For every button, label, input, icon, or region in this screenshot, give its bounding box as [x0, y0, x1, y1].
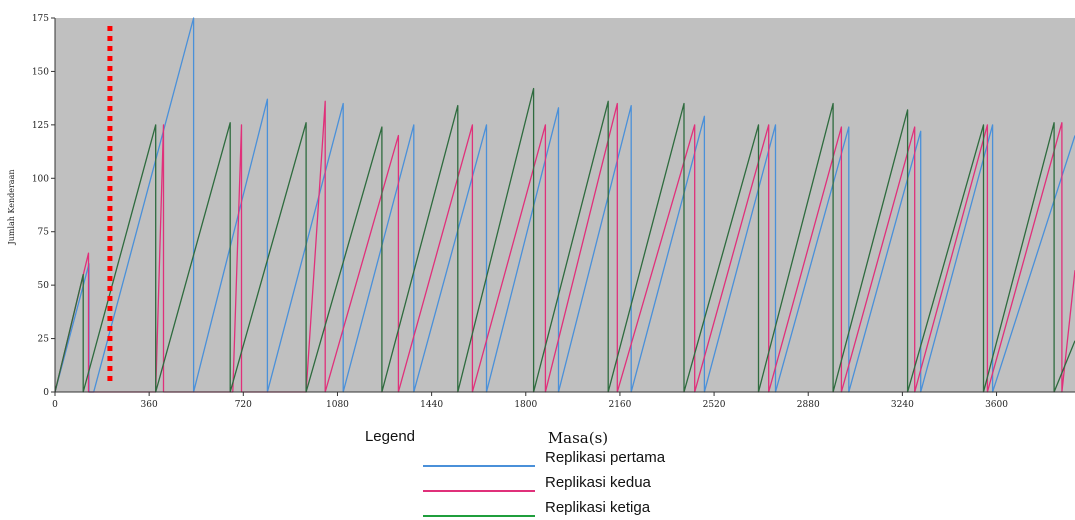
- x-tick-label: 2160: [608, 400, 631, 410]
- x-tick-label: 360: [141, 400, 158, 410]
- x-tick-label: 2520: [703, 400, 726, 410]
- x-tick-label: 0: [52, 400, 58, 410]
- series-line-3: [54, 87, 1075, 393]
- legend: Replikasi pertama Replikasi kedua Replikas…: [423, 449, 666, 517]
- y-tick-label: 75: [38, 228, 50, 238]
- legend-title: Legend: [365, 428, 415, 445]
- x-axis-label: Masa(s): [548, 429, 608, 447]
- x-tick-label: 1440: [420, 400, 443, 410]
- legend-label-1: Replikasi pertama: [545, 449, 666, 466]
- series-line-1: [54, 17, 1075, 393]
- legend-label-2: Replikasi kedua: [545, 474, 652, 491]
- y-tick-label: 100: [32, 174, 49, 184]
- y-axis-label: Jumlah Kenderaan: [7, 170, 16, 246]
- x-tick-label: 720: [235, 400, 252, 410]
- y-tick-layer: 0 25 50 75 100 125 150 175: [32, 14, 55, 398]
- x-tick-label: 3240: [891, 400, 914, 410]
- x-tick-label: 1800: [514, 400, 537, 410]
- x-tick-label: 2880: [797, 400, 820, 410]
- x-tick-label: 1080: [326, 400, 349, 410]
- y-tick-label: 0: [43, 388, 49, 398]
- y-tick-label: 125: [32, 121, 49, 131]
- y-tick-label: 175: [32, 14, 49, 24]
- x-tick-layer: 0 360 720 1080 1440 1800 2160 2520 2880 3240 3600: [52, 392, 1008, 410]
- y-tick-label: 150: [32, 67, 49, 77]
- legend-label-3: Replikasi ketiga: [545, 499, 651, 516]
- plot-background: [55, 18, 1075, 392]
- x-tick-label: 3600: [985, 400, 1008, 410]
- y-tick-label: 25: [38, 335, 50, 345]
- y-tick-label: 50: [38, 281, 50, 291]
